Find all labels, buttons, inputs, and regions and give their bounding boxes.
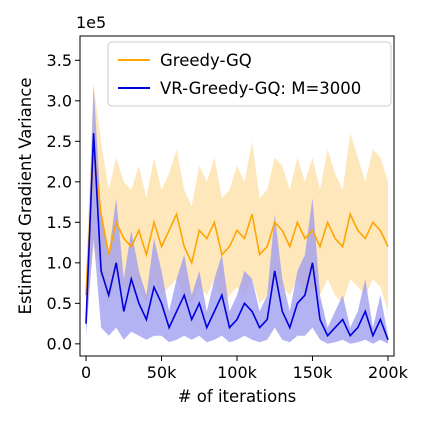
y-tick-label: 3.5 bbox=[47, 51, 72, 70]
y-tick-label: 3.0 bbox=[47, 91, 72, 110]
x-tick-label: 0 bbox=[81, 363, 91, 382]
y-tick-label: 1.0 bbox=[47, 253, 72, 272]
legend-label-2: VR-Greedy-GQ: M=3000 bbox=[160, 79, 361, 98]
y-tick-label: 0.0 bbox=[47, 334, 72, 353]
confidence-bands bbox=[86, 84, 388, 344]
x-tick-label: 50k bbox=[147, 363, 177, 382]
band-series-2 bbox=[86, 84, 388, 344]
x-tick-label: 150k bbox=[293, 363, 334, 382]
legend-label-1: Greedy-GQ bbox=[160, 51, 252, 70]
x-axis-label: # of iterations bbox=[178, 387, 297, 406]
y-axis: 0.0 0.5 1.0 1.5 2.0 2.5 3.0 3.5 bbox=[47, 51, 80, 353]
y-offset-label: 1e5 bbox=[76, 13, 106, 32]
y-tick-label: 0.5 bbox=[47, 294, 72, 313]
line-series-2 bbox=[85, 133, 389, 341]
y-tick-label: 1.5 bbox=[47, 213, 72, 232]
series-lines bbox=[85, 133, 389, 341]
legend-box bbox=[107, 41, 392, 107]
legend: Greedy-GQ VR-Greedy-GQ: M=3000 bbox=[107, 41, 392, 107]
x-tick-label: 100k bbox=[217, 363, 258, 382]
x-axis: 0 50k 100k 150k 200k bbox=[81, 356, 409, 382]
y-tick-label: 2.5 bbox=[47, 132, 72, 151]
y-tick-label: 2.0 bbox=[47, 172, 72, 191]
x-tick-label: 200k bbox=[368, 363, 409, 382]
line-series-1 bbox=[85, 149, 389, 296]
y-axis-label: Estimated Gradient Variance bbox=[16, 78, 35, 315]
